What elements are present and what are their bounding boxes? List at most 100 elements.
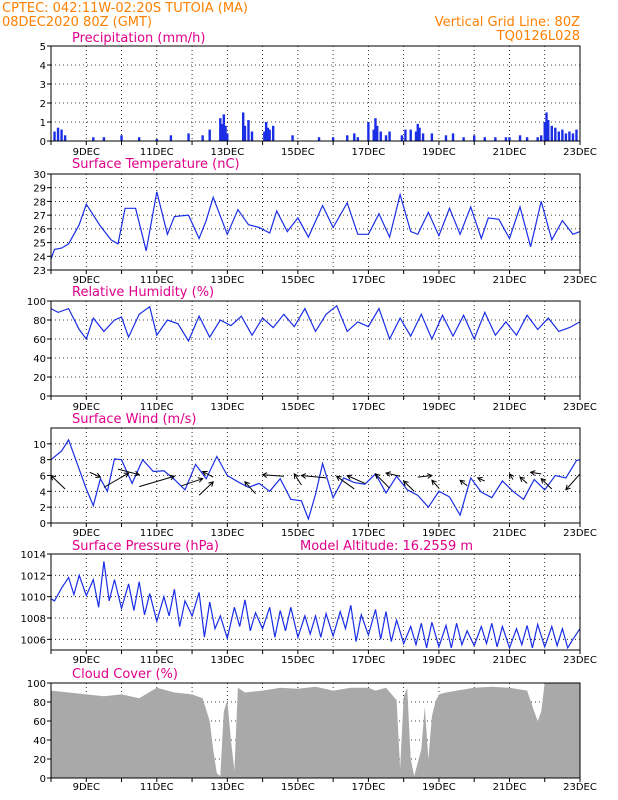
precip-bar xyxy=(504,137,508,141)
wind-arrow-head xyxy=(293,473,299,479)
cloud-ytick-label: 80 xyxy=(33,698,46,709)
temp-ytick-label: 26 xyxy=(33,225,46,236)
precip-bar xyxy=(462,137,465,141)
wind-arrow xyxy=(117,468,140,476)
precip-xtick-label: 15DEC xyxy=(281,147,315,158)
temp-xtick-label: 15DEC xyxy=(281,275,315,286)
precip-bar xyxy=(536,137,539,141)
precip-bar xyxy=(376,125,379,141)
wind-xtick-label: 19DEC xyxy=(422,528,456,539)
precip-bar xyxy=(92,137,95,141)
precip-ytick-label: 4 xyxy=(40,61,46,72)
precip-bar xyxy=(575,129,578,141)
wind-arrow xyxy=(262,474,284,477)
precip-title: Precipitation (mm/h) xyxy=(72,31,205,46)
wind-ytick-label: 10 xyxy=(33,440,46,451)
precip-ytick-label: 0 xyxy=(40,137,46,148)
temp-ytick-label: 27 xyxy=(33,211,46,222)
cloud-ytick-label: 100 xyxy=(27,679,46,690)
precip-bar xyxy=(545,112,548,141)
wind-arrow xyxy=(540,478,553,490)
temp-xtick-label: 13DEC xyxy=(210,275,244,286)
wind-panel: Surface Wind (m/s) 0 2 4 6 8 10 9DEC 11DEC 13DEC 1… xyxy=(33,412,597,539)
precip-xtick-label: 11DEC xyxy=(140,147,174,158)
wind-arrow xyxy=(198,481,214,496)
precip-bar xyxy=(525,137,529,141)
precip-bar xyxy=(226,133,229,141)
precip-bar xyxy=(494,137,497,141)
pressure-ytick-label: 1010 xyxy=(21,593,46,604)
wind-arrow xyxy=(50,475,66,490)
wind-arrow-head xyxy=(300,473,307,479)
precip-bar xyxy=(291,135,294,141)
precip-bar xyxy=(346,135,349,141)
wind-ytick-label: 2 xyxy=(40,503,46,514)
wind-arrow xyxy=(403,480,415,492)
precip-bar xyxy=(483,137,486,141)
cloud-xtick-label: 21DEC xyxy=(493,782,527,793)
precip-bar xyxy=(219,118,222,141)
wind-arrow-head xyxy=(476,476,483,483)
wind-arrow-head xyxy=(459,479,466,486)
pressure-annotation: Model Altitude: 16.2559 m xyxy=(300,539,473,554)
temp-xtick-label: 9DEC xyxy=(73,275,100,286)
header-run-time: 08DEC2020 80Z (GMT) xyxy=(2,15,152,30)
wind-arrow xyxy=(459,479,468,487)
precip-bar xyxy=(331,137,335,141)
precip-bar xyxy=(187,133,190,141)
precip-bar xyxy=(543,122,546,141)
rh-xtick-label: 21DEC xyxy=(493,402,527,413)
wind-arrow-head xyxy=(261,472,268,478)
precip-bar xyxy=(554,127,557,141)
precip-bar xyxy=(550,125,553,141)
wind-ytick-label: 6 xyxy=(40,472,46,483)
cloud-xtick-label: 23DEC xyxy=(563,782,597,793)
wind-arrow xyxy=(244,481,256,495)
wind-arrow xyxy=(375,473,390,489)
wind-arrow-head xyxy=(169,474,176,481)
precip-bar xyxy=(557,131,561,141)
wind-arrow-head xyxy=(346,474,353,480)
wind-arrow-head xyxy=(565,484,571,491)
wind-arrow-head xyxy=(244,481,250,487)
precip-bar xyxy=(451,133,455,141)
header-grid-note: Vertical Grid Line: 80Z xyxy=(435,15,580,30)
precip-bar xyxy=(379,131,382,141)
rh-ytick-label: 0 xyxy=(40,392,46,403)
precip-bar xyxy=(60,129,63,141)
wind-arrow-head xyxy=(134,470,141,477)
precip-bar xyxy=(414,131,418,141)
rh-ytick-label: 80 xyxy=(33,316,46,327)
wind-ytick-label: 0 xyxy=(40,519,46,530)
precip-bar xyxy=(317,137,321,141)
wind-arrow xyxy=(431,479,440,489)
precip-bar xyxy=(169,135,173,141)
precip-bar xyxy=(473,135,476,141)
rh-xtick-label: 15DEC xyxy=(281,402,315,413)
wind-arrow xyxy=(336,475,355,490)
precip-bar xyxy=(430,133,434,141)
precip-bar xyxy=(571,133,575,141)
precip-bar xyxy=(561,129,564,141)
wind-arrow xyxy=(89,471,101,478)
precip-bar xyxy=(53,131,56,141)
precip-bar xyxy=(409,129,412,141)
precip-bar xyxy=(263,131,266,141)
precip-bar xyxy=(155,139,158,141)
temp-title: Surface Temperature (nC) xyxy=(72,157,240,172)
cloud-frame xyxy=(50,682,581,779)
precip-bar xyxy=(356,137,360,141)
precip-bar xyxy=(271,125,275,141)
wind-arrow xyxy=(565,473,581,491)
precip-bar xyxy=(374,118,377,141)
precip-bar xyxy=(137,137,141,141)
precip-bar xyxy=(353,133,356,141)
wind-arrow-head xyxy=(208,481,214,487)
temp-ytick-label: 28 xyxy=(33,197,46,208)
wind-arrow-head xyxy=(529,470,536,476)
pressure-xtick-label: 15DEC xyxy=(281,655,315,666)
wind-xtick-label: 11DEC xyxy=(140,528,174,539)
pressure-frame xyxy=(50,553,581,651)
precip-frame xyxy=(50,45,581,142)
